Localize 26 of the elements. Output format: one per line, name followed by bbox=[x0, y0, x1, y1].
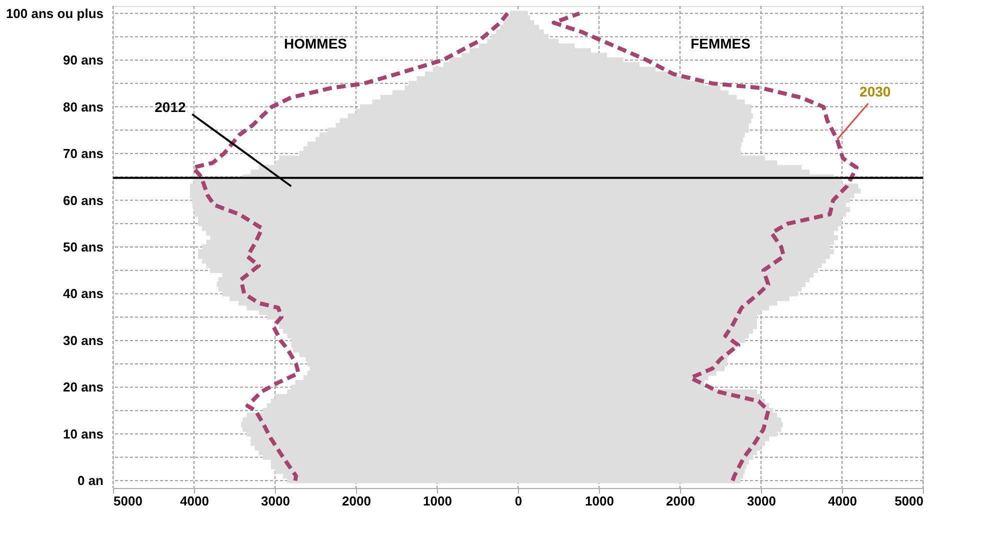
y-tick-label: 10 ans bbox=[63, 426, 104, 442]
y-tick-label: 60 ans bbox=[63, 192, 104, 208]
annotation: 2012 bbox=[154, 99, 186, 116]
annotation: FEMMES bbox=[690, 36, 750, 52]
x-tick-label: 3000 bbox=[747, 494, 776, 508]
y-tick-label: 50 ans bbox=[63, 240, 104, 254]
y-tick-label: 30 ans bbox=[63, 332, 104, 348]
x-tick-label: 0 bbox=[514, 494, 522, 508]
x-tick-label: 4000 bbox=[828, 494, 857, 508]
x-tick-label: 5000 bbox=[894, 494, 924, 508]
x-tick-label: 2000 bbox=[666, 494, 695, 508]
y-tick-label: 90 ans bbox=[63, 52, 104, 68]
x-tick-label: 5000 bbox=[114, 494, 142, 508]
y-tick-label: 70 ans bbox=[63, 146, 104, 162]
y-tick-label: 40 ans bbox=[63, 286, 104, 302]
annotation: HOMMES bbox=[284, 36, 347, 52]
y-tick-label: 20 ans bbox=[63, 380, 104, 395]
y-tick-label: 0 an bbox=[77, 473, 104, 488]
y-tick-label: 80 ans bbox=[63, 99, 104, 114]
x-tick-label: 3000 bbox=[261, 494, 290, 508]
x-tick-label: 2000 bbox=[342, 494, 371, 508]
x-tick-label: 1000 bbox=[423, 494, 452, 508]
x-tick-label: 1000 bbox=[585, 494, 614, 508]
y-tick-label: 100 ans ou plus bbox=[6, 6, 104, 21]
x-tick-label: 4000 bbox=[180, 494, 209, 508]
annotation: 2030 bbox=[860, 84, 891, 100]
